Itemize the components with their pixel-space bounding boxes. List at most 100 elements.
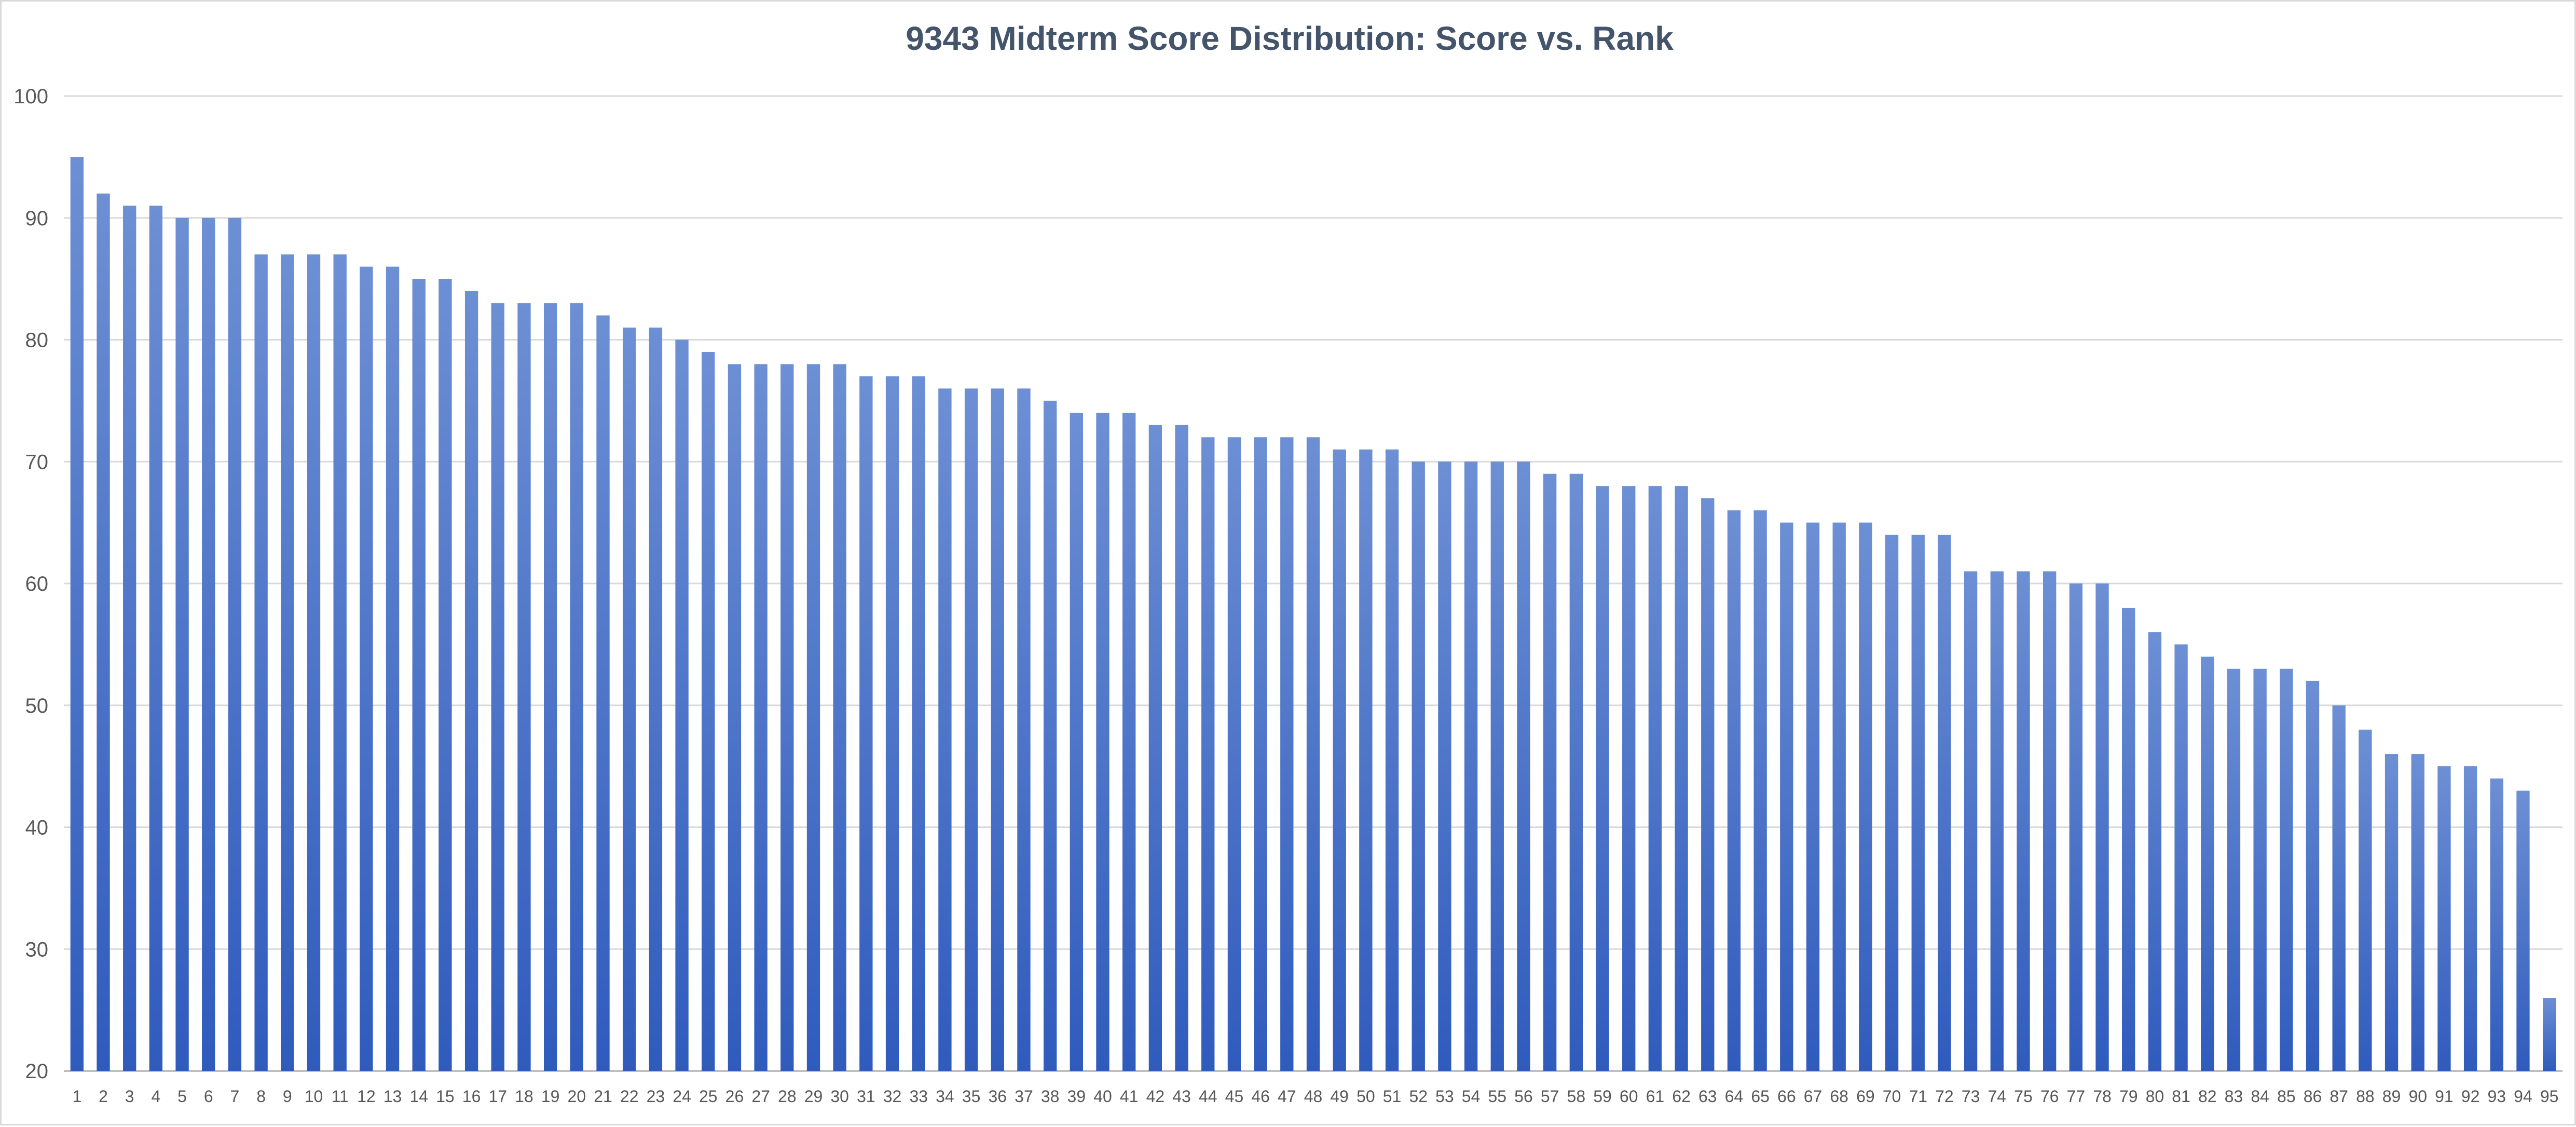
y-tick-label: 70 [25, 451, 49, 473]
bar-rank-43 [1175, 425, 1188, 1071]
x-tick-label: 8 [256, 1087, 266, 1106]
chart-title: 9343 Midterm Score Distribution: Score v… [906, 20, 1674, 57]
bar-rank-53 [1438, 461, 1451, 1071]
x-tick-label: 37 [1015, 1087, 1033, 1106]
bar-rank-42 [1148, 425, 1162, 1071]
bar-rank-80 [2148, 632, 2162, 1071]
bar-rank-82 [2201, 656, 2214, 1071]
x-tick-label: 38 [1041, 1087, 1060, 1106]
bar-rank-50 [1359, 449, 1373, 1071]
bar-rank-41 [1122, 413, 1136, 1071]
x-tick-label: 62 [1672, 1087, 1691, 1106]
x-tick-label: 7 [230, 1087, 240, 1106]
y-tick-label: 40 [25, 817, 49, 839]
x-tick-label: 14 [409, 1087, 428, 1106]
bar-rank-21 [596, 315, 610, 1071]
y-tick-label: 80 [25, 329, 49, 352]
x-tick-label: 13 [383, 1087, 402, 1106]
bar-rank-40 [1096, 413, 1109, 1071]
x-tick-label: 17 [488, 1087, 507, 1106]
bar-rank-51 [1385, 449, 1399, 1071]
bar-rank-85 [2280, 669, 2293, 1071]
x-tick-label: 54 [1462, 1087, 1481, 1106]
bar-rank-77 [2069, 583, 2083, 1071]
x-tick-label: 75 [2014, 1087, 2033, 1106]
x-tick-label: 42 [1146, 1087, 1165, 1106]
x-tick-label: 86 [2304, 1087, 2322, 1106]
bar-rank-57 [1543, 473, 1557, 1071]
bar-rank-61 [1648, 486, 1662, 1071]
x-tick-label: 27 [751, 1087, 770, 1106]
bar-rank-81 [2174, 644, 2188, 1071]
x-tick-label: 59 [1593, 1087, 1612, 1106]
x-tick-label: 41 [1120, 1087, 1139, 1106]
x-tick-label: 50 [1356, 1087, 1375, 1106]
bar-rank-22 [623, 328, 636, 1071]
bar-rank-6 [202, 218, 215, 1071]
bar-rank-17 [491, 303, 504, 1071]
bar-rank-83 [2227, 669, 2241, 1071]
bar-rank-25 [702, 351, 715, 1071]
bar-rank-48 [1306, 437, 1320, 1071]
bar-rank-84 [2253, 669, 2267, 1071]
x-tick-label: 47 [1278, 1087, 1296, 1106]
x-tick-label: 6 [204, 1087, 213, 1106]
x-tick-label: 53 [1435, 1087, 1454, 1106]
x-tick-label: 79 [2119, 1087, 2138, 1106]
bar-rank-5 [175, 218, 189, 1071]
x-tick-label: 24 [673, 1087, 691, 1106]
bar-rank-71 [1911, 535, 1925, 1071]
bar-rank-76 [2043, 571, 2057, 1071]
x-tick-label: 23 [647, 1087, 665, 1106]
bar-rank-55 [1490, 461, 1504, 1071]
bar-rank-64 [1727, 510, 1741, 1071]
bar-rank-88 [2359, 729, 2372, 1071]
x-tick-label: 30 [830, 1087, 849, 1106]
x-tick-label: 65 [1751, 1087, 1770, 1106]
bar-rank-68 [1832, 522, 1846, 1071]
bar-rank-33 [912, 376, 925, 1071]
x-tick-label: 95 [2540, 1087, 2559, 1106]
x-tick-label: 44 [1199, 1087, 1217, 1106]
y-axis-ticks: 20 30 40 50 60 70 80 90 100 [13, 85, 48, 1083]
bar-rank-13 [386, 266, 400, 1071]
x-tick-label: 67 [1804, 1087, 1823, 1106]
x-tick-label: 31 [857, 1087, 875, 1106]
x-tick-label: 9 [283, 1087, 292, 1106]
x-tick-label: 26 [725, 1087, 744, 1106]
bar-rank-70 [1885, 535, 1899, 1071]
x-tick-label: 3 [125, 1087, 134, 1106]
x-tick-label: 84 [2251, 1087, 2269, 1106]
x-tick-label: 73 [1962, 1087, 1980, 1106]
y-tick-label: 60 [25, 573, 49, 595]
x-tick-label: 66 [1777, 1087, 1796, 1106]
x-tick-label: 93 [2487, 1087, 2506, 1106]
x-tick-label: 49 [1330, 1087, 1349, 1106]
x-tick-label: 48 [1304, 1087, 1323, 1106]
x-tick-label: 29 [804, 1087, 823, 1106]
bar-rank-39 [1070, 413, 1084, 1071]
bar-rank-52 [1412, 461, 1425, 1071]
bar-rank-87 [2332, 705, 2346, 1071]
bar-rank-66 [1780, 522, 1793, 1071]
bar-rank-15 [439, 279, 452, 1071]
x-tick-label: 5 [177, 1087, 187, 1106]
x-tick-label: 83 [2225, 1087, 2243, 1106]
bar-rank-10 [307, 254, 321, 1071]
bar-rank-27 [754, 364, 768, 1071]
x-tick-label: 46 [1251, 1087, 1270, 1106]
bar-rank-79 [2122, 607, 2135, 1071]
x-tick-label: 16 [462, 1087, 481, 1106]
bar-rank-78 [2095, 583, 2109, 1071]
x-tick-label: 15 [436, 1087, 455, 1106]
x-tick-label: 21 [594, 1087, 612, 1106]
x-tick-label: 92 [2461, 1087, 2480, 1106]
bar-rank-74 [1990, 571, 2004, 1071]
x-tick-label: 33 [909, 1087, 928, 1106]
bar-rank-35 [964, 388, 978, 1071]
bar-rank-38 [1043, 400, 1057, 1071]
bar-rank-62 [1675, 486, 1688, 1071]
bar-rank-1 [70, 157, 84, 1071]
bar-rank-73 [1964, 571, 1978, 1071]
